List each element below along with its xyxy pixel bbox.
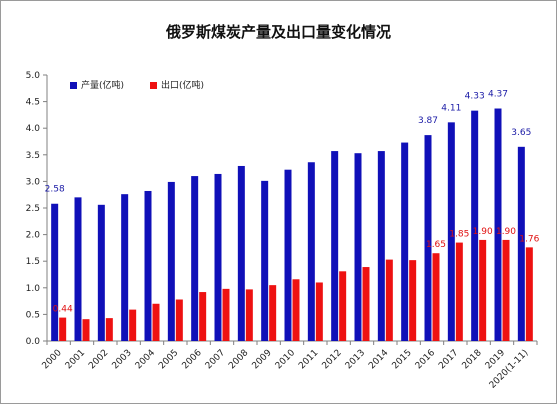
- x-tick-label: 2007: [204, 348, 227, 371]
- y-tick-label: 5.0: [26, 71, 41, 81]
- data-label-export: 0.44: [53, 305, 73, 315]
- data-label-export: 1.90: [496, 227, 516, 237]
- y-tick-label: 0.0: [26, 337, 41, 347]
- x-tick-label: 2018: [461, 348, 484, 371]
- y-tick-label: 0.5: [26, 310, 40, 320]
- bar-export: [269, 285, 277, 341]
- bar-export: [479, 239, 487, 341]
- x-tick-label: 2010: [274, 348, 297, 371]
- x-tick-label: 2005: [157, 348, 180, 371]
- bar-production: [167, 181, 175, 341]
- x-tick-label: 2014: [367, 348, 390, 371]
- x-tick-label: 2013: [344, 348, 367, 371]
- bar-export: [455, 242, 463, 341]
- y-tick-label: 2.5: [26, 204, 40, 214]
- bar-production: [471, 110, 479, 341]
- bar-export: [129, 309, 137, 341]
- bar-production: [284, 169, 292, 341]
- bar-production: [237, 165, 245, 341]
- data-label-export: 1.65: [426, 240, 446, 250]
- y-tick-label: 2.0: [26, 231, 41, 241]
- bar-export: [222, 288, 230, 341]
- bar-export: [199, 292, 207, 341]
- data-label-production: 4.33: [465, 92, 485, 102]
- data-label-production: 2.58: [45, 185, 65, 195]
- x-tick-label: 2001: [64, 348, 87, 371]
- bar-export: [315, 282, 323, 341]
- x-tick-label: 2016: [414, 348, 437, 371]
- bar-export: [385, 259, 393, 341]
- bar-export: [292, 279, 300, 341]
- x-tick-label: 2011: [297, 348, 320, 371]
- bar-production: [401, 142, 409, 341]
- legend-label-production: 产量(亿吨): [81, 79, 124, 91]
- bar-export: [502, 239, 510, 341]
- bar-export: [59, 317, 67, 341]
- data-label-export: 1.90: [473, 227, 493, 237]
- bar-export: [82, 319, 90, 341]
- bar-export: [409, 260, 417, 341]
- bar-export: [105, 318, 113, 341]
- bar-production: [97, 204, 105, 341]
- data-label-export: 1.76: [519, 234, 539, 244]
- bar-production: [74, 197, 82, 341]
- bar-export: [175, 299, 183, 341]
- y-tick-label: 3.5: [26, 151, 40, 161]
- bar-production: [307, 162, 315, 341]
- data-label-production: 3.65: [511, 128, 531, 138]
- bar-production: [424, 135, 432, 341]
- bar-production: [261, 180, 269, 341]
- bar-export: [339, 271, 347, 341]
- x-tick-label: 2003: [111, 348, 134, 371]
- y-tick-label: 3.0: [26, 177, 41, 187]
- bar-production: [144, 190, 152, 341]
- y-tick-label: 4.0: [26, 124, 41, 134]
- bar-production: [51, 203, 59, 341]
- bar-export: [152, 303, 160, 341]
- bar-production: [191, 176, 199, 341]
- x-tick-label: 2008: [227, 348, 250, 371]
- bar-production: [214, 173, 222, 341]
- bar-production: [377, 151, 385, 341]
- data-label-production: 3.87: [418, 116, 438, 126]
- x-tick-label: 2009: [251, 348, 274, 371]
- x-tick-label: 2012: [321, 348, 344, 371]
- data-label-production: 4.37: [488, 90, 508, 100]
- bar-production: [517, 146, 525, 341]
- bar-export: [432, 253, 440, 341]
- y-tick-label: 1.0: [26, 284, 41, 294]
- bar-production: [354, 153, 362, 341]
- bar-export: [362, 267, 370, 341]
- chart-title: 俄罗斯煤炭产量及出口量变化情况: [165, 23, 391, 41]
- x-tick-label: 2006: [181, 348, 204, 371]
- bar-production: [447, 122, 455, 342]
- x-tick-label: 2004: [134, 348, 157, 371]
- bar-export: [525, 247, 533, 341]
- x-tick-label: 2015: [391, 348, 414, 371]
- legend-swatch-export: [150, 82, 157, 89]
- y-tick-label: 4.5: [26, 98, 40, 108]
- data-label-production: 4.11: [441, 103, 461, 113]
- y-tick-label: 1.5: [26, 257, 40, 267]
- legend-swatch-production: [70, 82, 77, 89]
- bar-production: [494, 108, 502, 342]
- legend-label-export: 出口(亿吨): [161, 79, 204, 91]
- x-tick-label: 2000: [41, 348, 64, 371]
- bar-production: [331, 151, 339, 341]
- bar-production: [121, 194, 129, 341]
- x-tick-label: 2017: [437, 348, 460, 371]
- x-tick-label: 2002: [87, 348, 110, 371]
- bar-export: [245, 289, 253, 341]
- data-label-export: 1.85: [449, 230, 469, 240]
